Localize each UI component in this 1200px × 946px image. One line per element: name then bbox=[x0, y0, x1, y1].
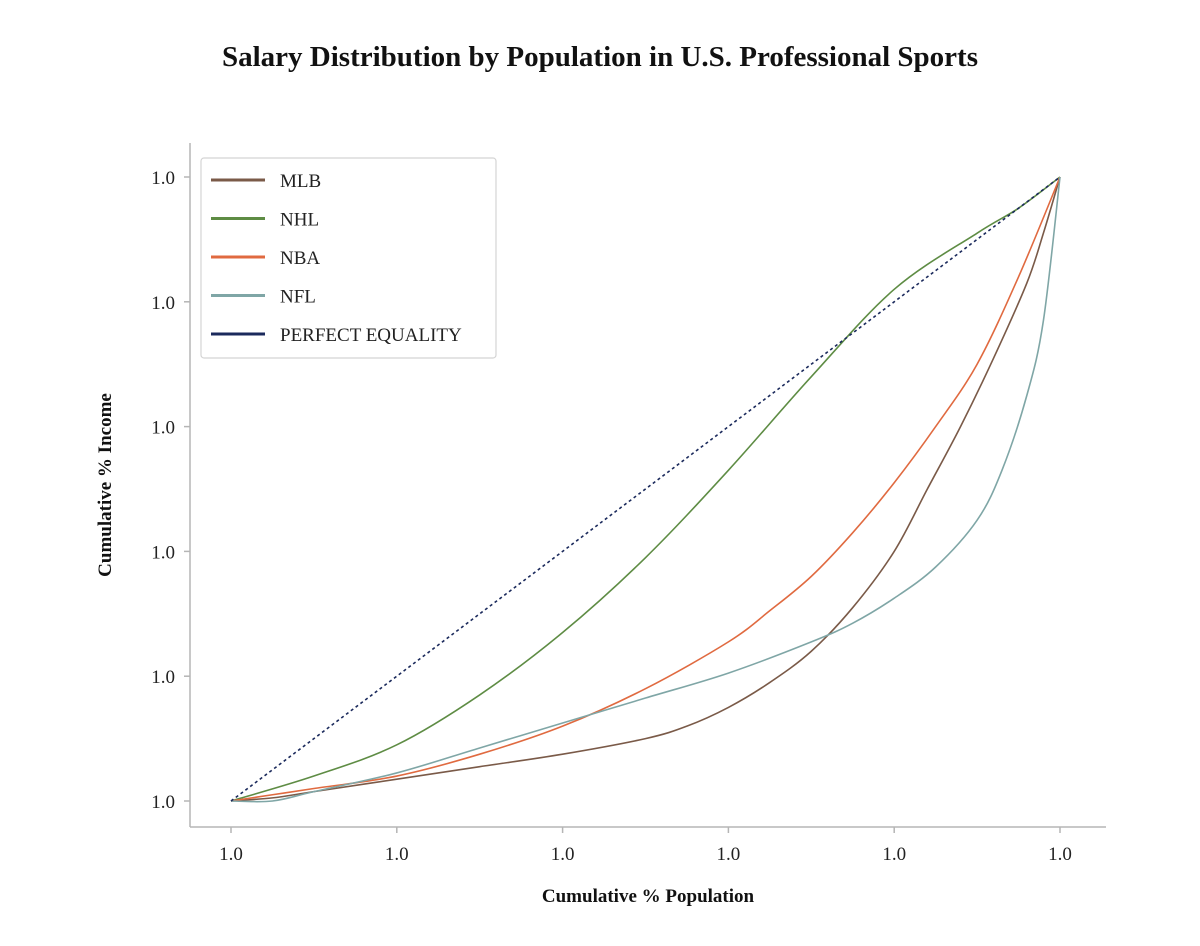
x-tick-label: 1.0 bbox=[385, 844, 409, 865]
x-ticks: 1.0 1.0 1.0 1.0 1.0 1.0 bbox=[219, 827, 1072, 865]
x-tick-label: 1.0 bbox=[551, 844, 575, 865]
x-tick-label: 1.0 bbox=[882, 844, 906, 865]
y-tick-label: 1.0 bbox=[151, 418, 175, 439]
legend-label-mlb: MLB bbox=[280, 171, 321, 192]
series-line-perfect-equality bbox=[230, 176, 1061, 802]
y-tick-label: 1.0 bbox=[151, 542, 175, 563]
chart-title: Salary Distribution by Population in U.S… bbox=[222, 41, 978, 73]
y-tick-label: 1.0 bbox=[151, 667, 175, 688]
x-tick-label: 1.0 bbox=[219, 844, 243, 865]
legend-label-perfect-equality: PERFECT EQUALITY bbox=[280, 325, 462, 346]
series-line-mlb bbox=[230, 176, 1061, 802]
plot-series bbox=[230, 176, 1061, 803]
y-tick-label: 1.0 bbox=[151, 792, 175, 813]
y-tick-label: 1.0 bbox=[151, 293, 175, 314]
x-tick-label: 1.0 bbox=[1048, 844, 1072, 865]
legend-box bbox=[200, 157, 497, 359]
x-axis-label: Cumulative % Population bbox=[542, 886, 755, 907]
series-line-nfl bbox=[230, 176, 1061, 803]
y-ticks: 1.0 1.0 1.0 1.0 1.0 1.0 bbox=[151, 168, 190, 813]
legend-label-nfl: NFL bbox=[280, 287, 316, 308]
series-line-nhl bbox=[230, 176, 1061, 802]
y-axis-label: Cumulative % Income bbox=[95, 393, 116, 577]
series-line-nba bbox=[230, 176, 1061, 802]
legend-label-nhl: NHL bbox=[280, 210, 319, 231]
legend-label-nba: NBA bbox=[280, 248, 320, 269]
axes bbox=[189, 143, 1106, 828]
legend: MLB NHL NBA NFL PERFECT EQUALITY bbox=[200, 157, 497, 359]
y-tick-label: 1.0 bbox=[151, 168, 175, 189]
x-tick-label: 1.0 bbox=[717, 844, 741, 865]
